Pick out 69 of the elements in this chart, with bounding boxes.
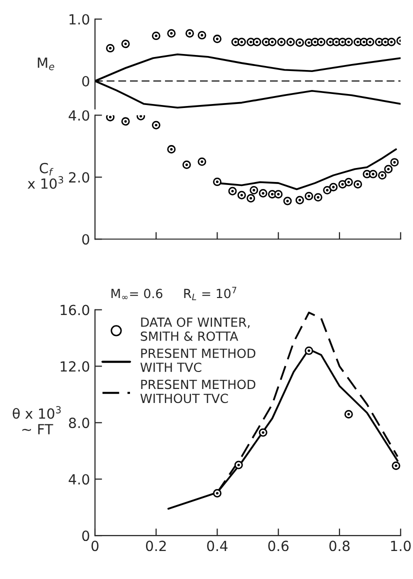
point bbox=[368, 170, 378, 178]
point bbox=[366, 38, 374, 46]
point bbox=[283, 196, 292, 206]
point bbox=[198, 30, 206, 40]
point bbox=[296, 196, 304, 204]
point bbox=[237, 38, 246, 46]
y-tick-label: 4.0 bbox=[68, 110, 90, 121]
point bbox=[384, 164, 393, 174]
point bbox=[228, 186, 237, 196]
point bbox=[185, 29, 194, 38]
y-tick-label: 12.0 bbox=[60, 361, 90, 372]
point bbox=[268, 38, 276, 46]
point bbox=[354, 180, 362, 189]
point bbox=[152, 32, 160, 40]
point bbox=[338, 180, 347, 189]
point bbox=[121, 40, 130, 48]
point bbox=[387, 38, 396, 46]
point bbox=[258, 189, 268, 198]
y-axis-title: C$_{f}$ x 10$^{3}$ bbox=[28, 162, 64, 189]
point bbox=[167, 29, 176, 38]
point bbox=[250, 186, 258, 194]
point bbox=[106, 115, 115, 122]
y-axis-title: M$_{e}$ bbox=[38, 58, 54, 70]
point bbox=[314, 193, 322, 202]
y-tick-label: 4.0 bbox=[68, 474, 90, 485]
x-tick-label: 0.8 bbox=[329, 540, 350, 552]
point bbox=[277, 38, 286, 46]
point bbox=[167, 145, 176, 154]
point bbox=[392, 461, 400, 470]
text: M$_{∞}$= 0.6 R$_{L}$ = 10$^{7}$ bbox=[112, 286, 236, 300]
point bbox=[329, 182, 338, 192]
point bbox=[296, 38, 304, 47]
y-tick-label: 16.0 bbox=[60, 304, 90, 316]
x-tick-label: 0.6 bbox=[268, 540, 289, 552]
point bbox=[252, 38, 262, 46]
legend-label: DATA OF WINTER, SMITH & ROTTA bbox=[140, 317, 250, 341]
point bbox=[286, 38, 295, 46]
legend-label: PRESENT METHOD WITH TVC bbox=[140, 348, 256, 372]
point bbox=[304, 192, 314, 200]
point bbox=[323, 186, 332, 194]
point bbox=[237, 190, 246, 200]
point bbox=[316, 38, 326, 46]
y-tick-label: 8.0 bbox=[68, 418, 90, 428]
point bbox=[182, 160, 191, 170]
x-tick-label: 0.2 bbox=[146, 540, 166, 552]
point bbox=[213, 34, 222, 44]
legend-label: PRESENT METHOD WITHOUT TVC bbox=[140, 380, 256, 404]
point bbox=[234, 460, 243, 470]
point bbox=[121, 117, 130, 126]
point bbox=[344, 178, 353, 186]
point bbox=[274, 190, 283, 198]
point bbox=[198, 157, 206, 166]
point bbox=[258, 428, 268, 437]
point bbox=[106, 44, 115, 52]
y-tick-label: 0 bbox=[82, 234, 90, 245]
point bbox=[344, 410, 353, 418]
y-tick-label: 2.0 bbox=[69, 172, 90, 183]
y-axis-title: θ x 10$^{3}$ ~ FT bbox=[12, 406, 61, 434]
point bbox=[246, 194, 256, 202]
y-tick-label: 0 bbox=[82, 76, 90, 86]
x-tick-label: 1.0 bbox=[391, 540, 411, 552]
point bbox=[378, 171, 387, 180]
point bbox=[152, 120, 160, 130]
point bbox=[344, 38, 353, 46]
point bbox=[390, 158, 399, 167]
y-tick-label: 0 bbox=[82, 530, 90, 542]
x-tick-label: 0.4 bbox=[207, 540, 228, 552]
y-tick-label: 1.0 bbox=[70, 14, 90, 25]
x-tick-label: 0 bbox=[91, 540, 98, 552]
